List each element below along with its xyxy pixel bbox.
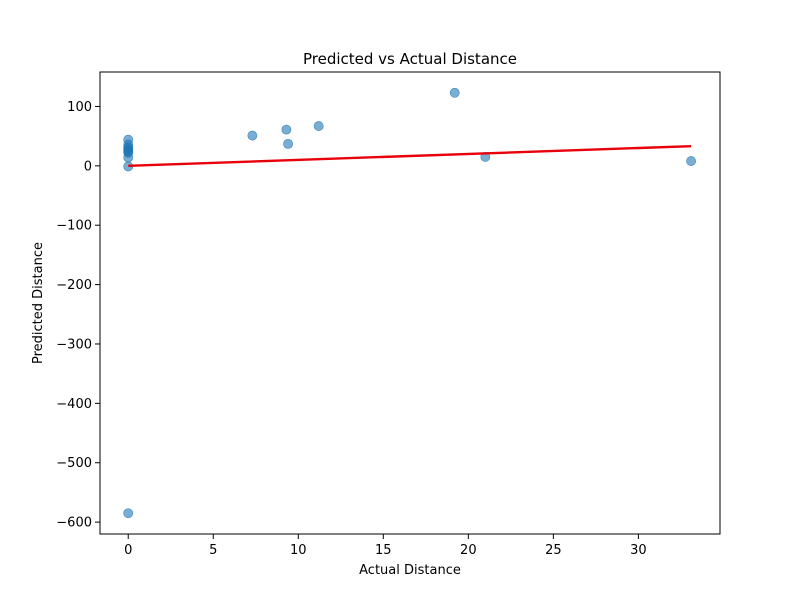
scatter-point-16 [686, 156, 696, 166]
scatter-point-12 [283, 138, 293, 149]
x-tick-label: 30 [630, 543, 647, 558]
y-tick-label: 100 [67, 100, 92, 115]
y-tick-label: −200 [56, 278, 92, 293]
scatter-point-11 [281, 124, 292, 135]
y-tick-label: 0 [84, 159, 92, 174]
plot-area [123, 87, 696, 519]
x-tick-label: 10 [290, 543, 307, 558]
x-axis-label: Actual Distance [359, 563, 461, 578]
x-tick-label: 25 [545, 543, 562, 558]
y-tick-label: −500 [56, 456, 92, 471]
axes-frame [99, 71, 721, 535]
scatter-point-9 [123, 508, 134, 519]
y-axis: 100 0 −100 −200 −300 −400 −500 −600 [56, 100, 100, 531]
x-axis: 0 5 10 15 20 25 30 [124, 534, 647, 558]
x-tick-label: 0 [124, 543, 132, 558]
scatter-point-14 [449, 87, 460, 98]
y-axis-label: Predicted Distance [31, 242, 46, 364]
y-tick-label: −100 [56, 219, 92, 234]
x-tick-label: 20 [460, 543, 477, 558]
scatter-point-7 [123, 152, 134, 163]
x-tick-label: 15 [375, 543, 392, 558]
y-tick-label: −400 [56, 397, 92, 412]
reference-line [128, 144, 692, 168]
scatter-point-10 [247, 130, 258, 141]
y-tick-label: −600 [56, 516, 92, 531]
chart-title: Predicted vs Actual Distance [303, 50, 517, 68]
y-tick-label: −300 [56, 337, 92, 352]
x-tick-label: 5 [209, 543, 217, 558]
scatter-point-13 [313, 121, 324, 131]
